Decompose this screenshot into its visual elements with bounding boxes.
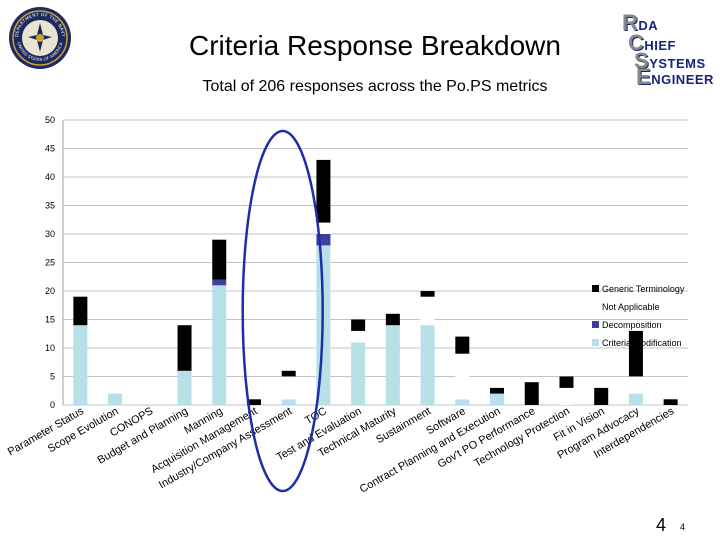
bar-generic-terminology: [351, 319, 366, 331]
bar-not-applicable: [559, 387, 574, 405]
legend-label: Not Applicable: [602, 302, 660, 312]
bar-generic-terminology: [420, 291, 435, 297]
y-tick-label: 0: [50, 400, 55, 410]
y-tick-label: 25: [45, 258, 55, 268]
bar-not-applicable: [420, 296, 435, 326]
y-tick-label: 10: [45, 343, 55, 353]
legend-label: Criteria Modification: [602, 338, 682, 348]
bar-not-applicable: [281, 376, 296, 400]
bar-criteria-modification: [420, 325, 435, 405]
bar-generic-terminology: [628, 330, 643, 377]
bar-generic-terminology: [73, 296, 88, 326]
bar-criteria-modification: [351, 342, 366, 405]
bar-generic-terminology: [559, 376, 574, 388]
y-tick-label: 45: [45, 144, 55, 154]
legend-swatch: [592, 285, 599, 292]
bar-generic-terminology: [316, 159, 331, 223]
bar-criteria-modification: [73, 325, 88, 405]
bar-generic-terminology: [281, 370, 296, 377]
bar-generic-terminology: [385, 313, 400, 326]
bar-decomposition: [212, 279, 227, 286]
bar-generic-terminology: [212, 239, 227, 280]
bar-not-applicable: [316, 222, 331, 234]
bar-generic-terminology: [177, 325, 192, 371]
highlight-ellipse: [241, 129, 324, 493]
y-tick-label: 30: [45, 229, 55, 239]
legend-swatch: [591, 302, 600, 311]
page-number-small: 4: [680, 522, 686, 532]
legend-swatch: [592, 321, 599, 328]
bar-generic-terminology: [663, 399, 678, 405]
bar-not-applicable: [628, 376, 643, 394]
page-title: Criteria Response Breakdown: [189, 30, 561, 61]
bar-generic-terminology: [594, 387, 609, 405]
bar-criteria-modification: [455, 399, 470, 405]
bar-criteria-modification: [212, 285, 227, 405]
bar-generic-terminology: [524, 382, 539, 405]
navy-seal: DEPARTMENT OF THE NAVY UNITED STATES OF …: [8, 6, 72, 75]
y-tick-label: 20: [45, 286, 55, 296]
bar-criteria-modification: [281, 399, 296, 405]
bar-generic-terminology: [246, 399, 261, 405]
bar-criteria-modification: [177, 370, 192, 405]
y-tick-label: 40: [45, 172, 55, 182]
legend-label: Generic Terminology: [602, 284, 685, 294]
bar-generic-terminology: [455, 336, 470, 354]
bar-criteria-modification: [385, 325, 400, 405]
bar-criteria-modification: [628, 393, 643, 405]
legend-label: Decomposition: [602, 320, 662, 330]
bar-not-applicable: [455, 353, 470, 400]
bar-criteria-modification: [108, 393, 123, 405]
y-tick-label: 15: [45, 315, 55, 325]
y-tick-label: 5: [50, 372, 55, 382]
bar-not-applicable: [351, 330, 366, 343]
bar-decomposition: [316, 234, 331, 246]
y-tick-label: 35: [45, 201, 55, 211]
page-subtitle: Total of 206 responses across the Po.PS …: [202, 78, 548, 95]
y-tick-label: 50: [45, 115, 55, 125]
page-number: 4: [656, 515, 667, 535]
legend-swatch: [592, 339, 599, 346]
bar-generic-terminology: [490, 387, 505, 394]
bar-criteria-modification: [490, 393, 505, 405]
